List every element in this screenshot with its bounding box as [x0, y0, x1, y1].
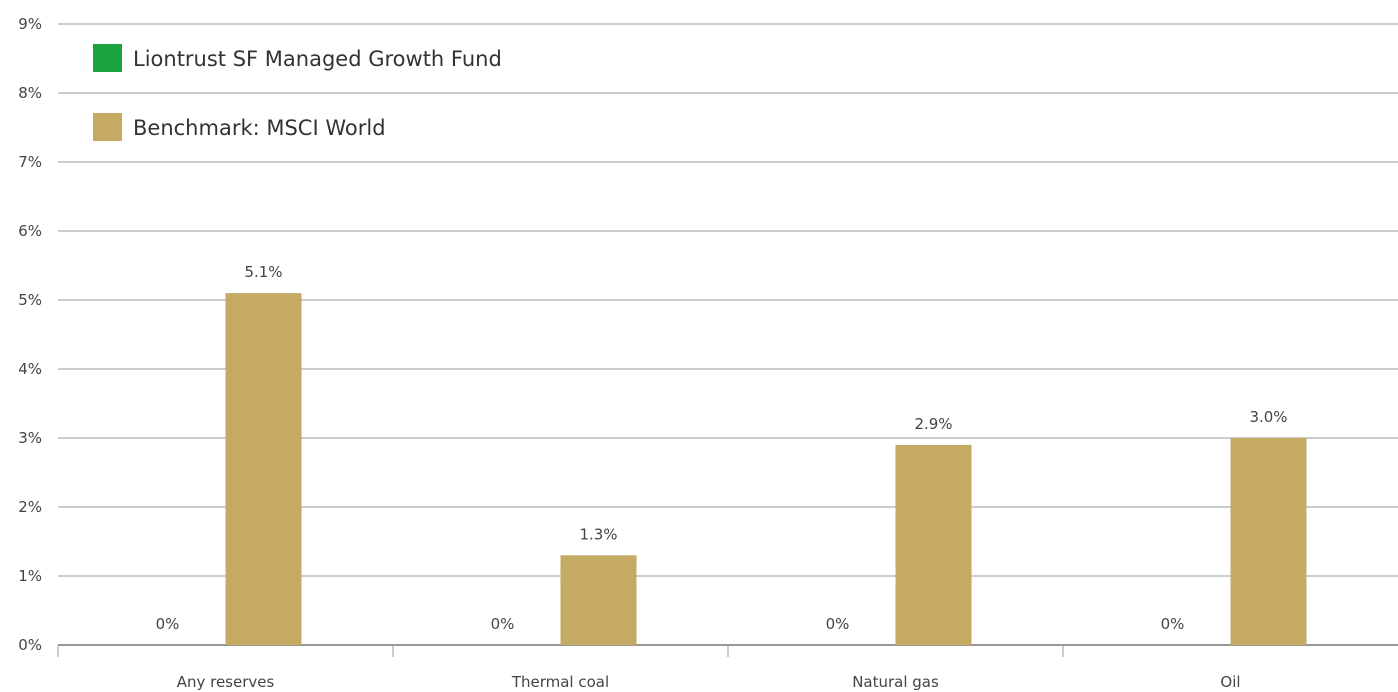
legend: Liontrust SF Managed Growth Fund Benchmar…	[93, 44, 502, 141]
y-axis-ticks: 0% 1% 2% 3% 4% 5% 6% 7% 8% 9%	[18, 15, 42, 654]
category-label: Oil	[1220, 673, 1240, 691]
y-tick-label: 0%	[18, 636, 42, 654]
y-tick-label: 5%	[18, 291, 42, 309]
legend-swatch	[93, 113, 122, 141]
bar	[1230, 438, 1307, 645]
data-label: 0%	[1161, 615, 1185, 633]
data-label: 3.0%	[1249, 408, 1287, 426]
bar	[225, 293, 302, 645]
y-tick-label: 2%	[18, 498, 42, 516]
legend-label: Benchmark: MSCI World	[133, 116, 386, 140]
data-label: 2.9%	[914, 415, 952, 433]
bar	[560, 555, 637, 645]
category-label: Any reserves	[177, 673, 275, 691]
data-label: 0%	[491, 615, 515, 633]
category-label: Natural gas	[852, 673, 939, 691]
data-labels: 0% 5.1% 0% 1.3% 0% 2.9% 0% 3.0%	[156, 263, 1288, 633]
x-axis	[57, 644, 1398, 657]
y-tick-label: 1%	[18, 567, 42, 585]
category-labels: Any reserves Thermal coal Natural gas Oil	[177, 673, 1241, 691]
legend-swatch	[93, 44, 122, 72]
data-label: 1.3%	[579, 525, 617, 543]
bars	[225, 293, 1307, 645]
y-tick-label: 3%	[18, 429, 42, 447]
y-tick-label: 7%	[18, 153, 42, 171]
y-tick-label: 6%	[18, 222, 42, 240]
bar	[895, 444, 972, 645]
data-label: 5.1%	[244, 263, 282, 281]
category-label: Thermal coal	[511, 673, 609, 691]
data-label: 0%	[156, 615, 180, 633]
y-tick-label: 9%	[18, 15, 42, 33]
legend-label: Liontrust SF Managed Growth Fund	[133, 47, 502, 71]
data-label: 0%	[826, 615, 850, 633]
y-tick-label: 4%	[18, 360, 42, 378]
y-tick-label: 8%	[18, 84, 42, 102]
